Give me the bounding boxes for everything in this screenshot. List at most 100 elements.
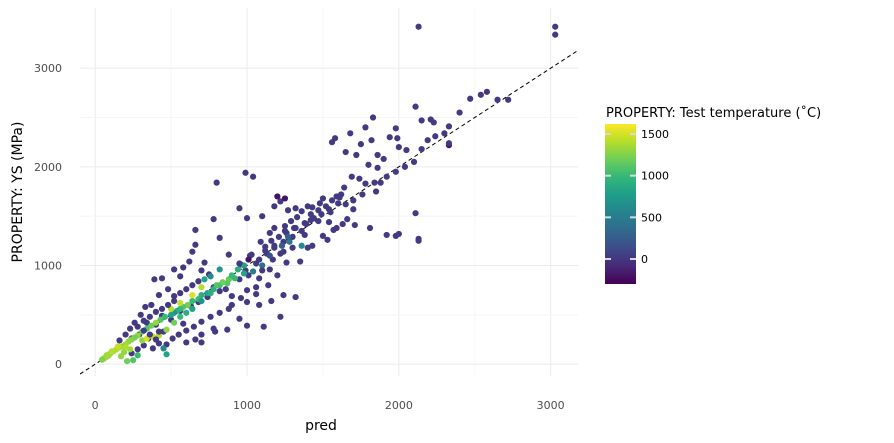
data-point xyxy=(164,301,172,309)
y-tick-label: 0 xyxy=(55,358,62,371)
data-point xyxy=(307,217,314,224)
data-point xyxy=(117,353,125,360)
data-point xyxy=(278,242,286,249)
data-point xyxy=(292,205,299,212)
data-point xyxy=(275,233,282,240)
data-point xyxy=(213,179,220,186)
data-point xyxy=(146,331,153,338)
data-point xyxy=(365,161,372,168)
colorbar-tick-label: 500 xyxy=(641,211,662,224)
data-point xyxy=(274,193,281,200)
data-point xyxy=(116,337,123,344)
legend-title: PROPERTY: Test temperature (˚C) xyxy=(606,105,821,121)
data-point xyxy=(148,301,155,309)
data-point xyxy=(268,297,275,305)
data-point xyxy=(330,226,337,234)
data-point xyxy=(130,357,137,364)
data-point xyxy=(341,184,348,191)
data-point xyxy=(256,256,263,263)
data-point xyxy=(483,88,491,95)
data-point xyxy=(301,219,308,227)
data-point xyxy=(284,207,292,214)
data-point xyxy=(344,216,351,223)
data-point xyxy=(287,218,295,225)
data-point xyxy=(280,248,287,255)
data-point xyxy=(415,23,422,30)
data-point xyxy=(394,135,401,142)
data-point xyxy=(163,326,170,333)
data-point xyxy=(338,191,345,198)
data-point xyxy=(216,266,223,273)
data-point xyxy=(319,195,327,202)
data-point xyxy=(304,244,311,251)
data-point xyxy=(192,241,199,248)
data-point xyxy=(249,173,257,180)
data-point xyxy=(259,213,266,220)
data-point xyxy=(392,125,399,132)
data-point xyxy=(122,331,129,338)
data-point xyxy=(207,290,214,297)
data-point xyxy=(259,267,266,274)
data-point xyxy=(243,287,251,294)
data-point xyxy=(277,198,284,205)
data-point xyxy=(222,286,229,293)
data-point xyxy=(351,221,358,229)
data-point xyxy=(198,339,205,346)
data-point xyxy=(441,130,448,137)
data-point xyxy=(418,117,425,124)
data-point xyxy=(195,278,202,285)
data-point xyxy=(294,214,301,221)
data-point xyxy=(456,109,463,116)
data-point xyxy=(374,164,381,171)
data-point xyxy=(216,234,223,241)
data-point xyxy=(140,317,147,324)
data-point xyxy=(253,291,260,298)
data-point xyxy=(189,297,196,305)
data-point xyxy=(257,238,264,245)
data-point xyxy=(266,266,273,273)
data-point xyxy=(432,133,439,140)
data-point xyxy=(271,224,278,232)
data-point xyxy=(160,345,167,352)
data-point xyxy=(140,327,147,334)
data-point xyxy=(324,236,331,243)
data-point xyxy=(256,275,263,282)
data-point xyxy=(256,301,263,309)
y-tick-label: 3000 xyxy=(34,62,62,75)
data-point xyxy=(350,206,357,213)
data-point xyxy=(183,286,190,293)
data-point xyxy=(123,358,131,365)
data-point xyxy=(243,215,251,222)
data-point xyxy=(149,345,156,352)
data-point xyxy=(216,288,223,295)
data-point xyxy=(297,258,304,265)
data-point xyxy=(494,96,501,103)
data-point xyxy=(207,313,214,320)
data-point xyxy=(171,319,178,326)
colorbar-ticks: 0 500 1000 1500 xyxy=(605,128,669,266)
data-point xyxy=(335,200,342,207)
data-point xyxy=(228,272,235,279)
data-point xyxy=(213,282,220,289)
data-point xyxy=(183,339,190,346)
data-point xyxy=(198,284,205,291)
data-point xyxy=(198,318,205,325)
data-point xyxy=(192,226,199,234)
data-point xyxy=(189,248,196,255)
data-point xyxy=(183,327,190,334)
data-point xyxy=(152,308,160,315)
data-point xyxy=(357,141,364,148)
data-point xyxy=(552,31,559,38)
colorbar-tick-label: 0 xyxy=(641,253,648,266)
data-point xyxy=(356,175,363,182)
colorbar xyxy=(605,124,636,284)
data-point xyxy=(177,313,184,320)
y-axis-title: PROPERTY: YS (MPa) xyxy=(10,122,26,263)
data-point xyxy=(328,139,336,146)
data-point xyxy=(259,262,266,269)
data-point xyxy=(228,292,235,300)
x-tick-label: 2000 xyxy=(385,399,413,412)
data-point xyxy=(362,180,369,187)
data-point xyxy=(146,313,153,320)
